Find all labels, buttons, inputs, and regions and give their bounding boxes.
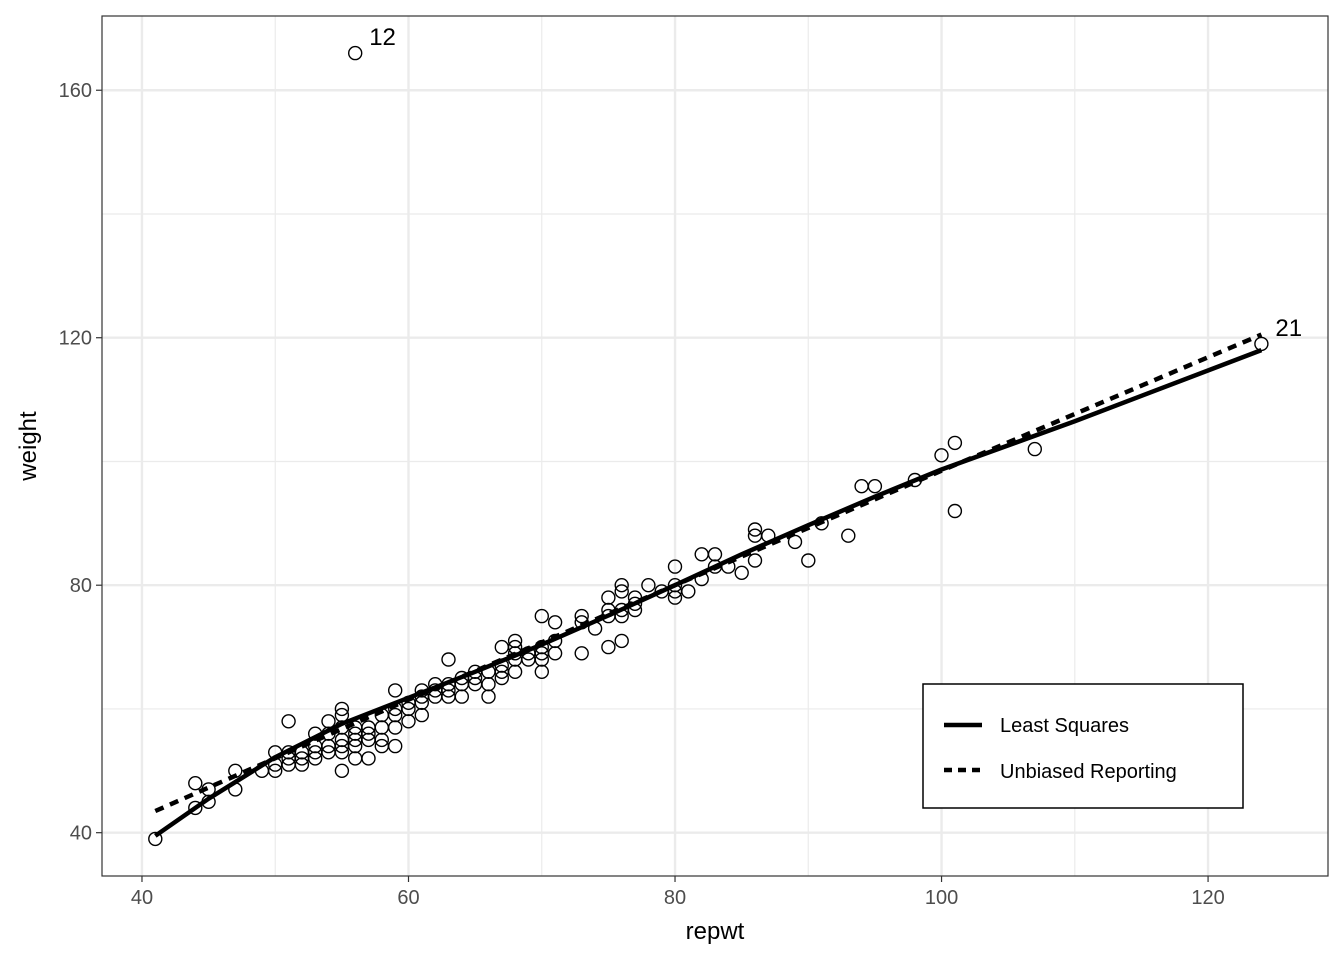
data-point: [188, 800, 203, 816]
data-point: [294, 757, 310, 772]
data-point: [614, 584, 629, 599]
data-point: [707, 547, 723, 562]
point-labels: 12 21: [369, 24, 1302, 342]
data-point: [801, 553, 816, 568]
data-point: [627, 590, 643, 605]
data-point: [467, 670, 483, 686]
data-point: [201, 782, 216, 797]
y-tick-label: 40: [70, 823, 92, 845]
y-tick-label: 120: [59, 328, 92, 350]
data-point: [388, 738, 403, 754]
data-point: [574, 646, 589, 661]
data-point: [694, 571, 709, 587]
data-point: [601, 590, 616, 605]
data-point: [334, 707, 350, 723]
point-label: 12: [369, 24, 396, 51]
data-point: [507, 639, 523, 655]
x-axis-ticks: 40 60 80 100 120: [131, 876, 1225, 909]
data-point: [734, 565, 749, 580]
x-tick-label: 80: [664, 887, 686, 909]
data-point: [681, 584, 696, 599]
data-point: [188, 776, 203, 791]
data-point: [228, 782, 243, 797]
data-point: [268, 763, 283, 778]
data-point: [348, 45, 363, 61]
data-point: [281, 714, 296, 729]
legend: Least Squares Unbiased Reporting: [922, 683, 1244, 809]
data-point: [414, 707, 429, 723]
data-point: [867, 479, 883, 494]
data-point: [614, 633, 629, 649]
point-label: 21: [1275, 315, 1302, 342]
y-tick-label: 80: [70, 575, 92, 597]
data-point: [228, 763, 243, 778]
grid-minor: [102, 16, 1328, 876]
legend-label-unbiased-reporting: Unbiased Reporting: [1000, 761, 1177, 783]
data-point: [361, 751, 376, 766]
data-point: [1027, 441, 1043, 457]
data-point: [614, 608, 629, 624]
data-point: [587, 621, 603, 636]
data-point: [667, 578, 683, 593]
data-point: [747, 522, 763, 537]
data-points: [148, 45, 1269, 847]
data-point: [534, 664, 549, 679]
x-tick-label: 40: [131, 887, 153, 909]
data-point: [361, 726, 376, 741]
data-point: [507, 664, 523, 679]
data-point: [148, 831, 163, 847]
data-point: [334, 701, 350, 717]
data-point: [747, 553, 763, 568]
data-point: [627, 596, 643, 611]
data-point: [721, 559, 736, 574]
data-point: [507, 633, 523, 649]
data-point: [907, 472, 923, 488]
legend-box: [922, 683, 1244, 809]
data-point: [841, 528, 856, 543]
data-point: [814, 516, 829, 531]
data-point: [547, 615, 563, 630]
data-point: [641, 578, 656, 593]
y-axis-title: weight: [15, 411, 42, 482]
data-point: [787, 534, 803, 550]
data-point: [601, 639, 616, 655]
data-point: [534, 639, 549, 655]
x-tick-label: 120: [1191, 887, 1224, 909]
data-point: [934, 448, 949, 463]
x-axis-title: repwt: [686, 918, 745, 945]
data-point: [401, 701, 416, 717]
data-point: [761, 528, 776, 543]
y-tick-label: 160: [59, 80, 92, 102]
data-point: [388, 707, 403, 723]
data-point: [494, 658, 509, 673]
y-axis-ticks: 40 80 120 160: [59, 80, 102, 845]
data-point: [534, 608, 549, 624]
x-tick-label: 60: [397, 887, 419, 909]
grid-major: [102, 16, 1328, 876]
data-point: [947, 503, 963, 519]
data-point: [321, 714, 336, 729]
data-point: [334, 763, 350, 778]
data-point: [667, 559, 683, 574]
data-point: [574, 615, 589, 630]
data-point: [547, 633, 563, 649]
data-point: [441, 652, 456, 667]
data-point: [388, 683, 403, 698]
data-point: [614, 578, 629, 593]
legend-label-least-squares: Least Squares: [1000, 715, 1129, 737]
data-point: [1254, 336, 1269, 352]
data-point: [441, 683, 456, 698]
data-point: [574, 608, 589, 624]
x-tick-label: 100: [925, 887, 958, 909]
data-point: [947, 435, 963, 451]
panel-border: [101, 15, 1329, 877]
